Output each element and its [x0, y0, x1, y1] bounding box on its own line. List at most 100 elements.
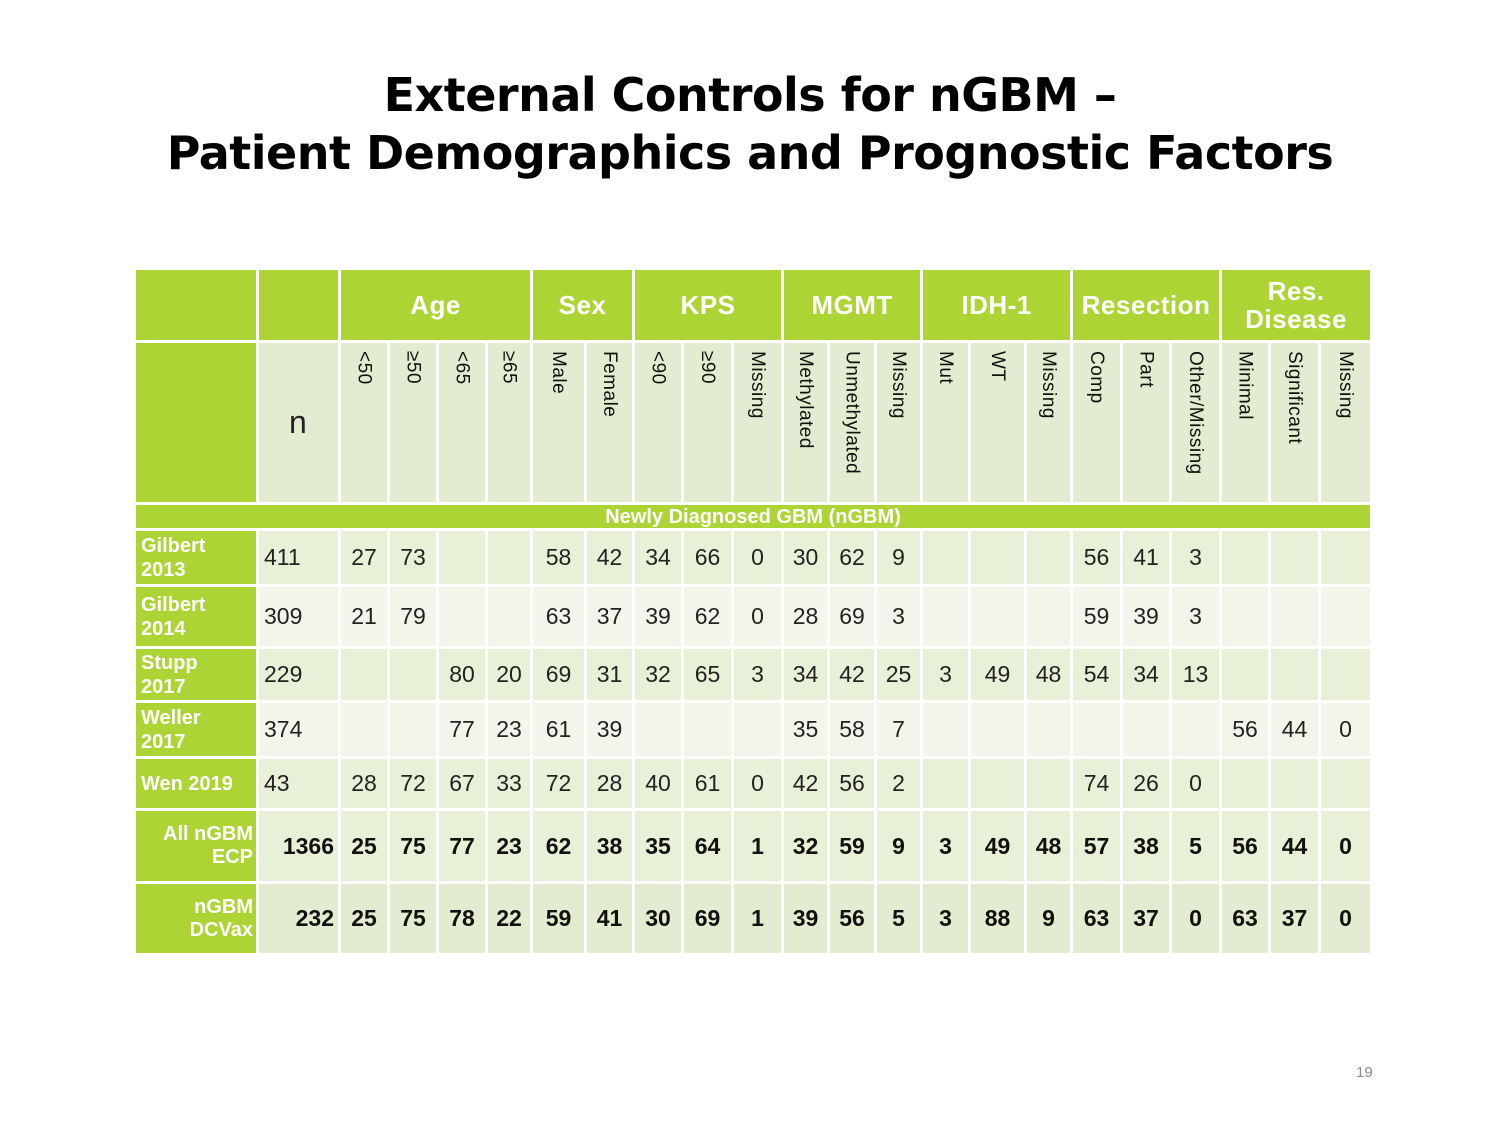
row-label: Gilbert 2013 — [133, 528, 259, 587]
summary-cell: 23 — [485, 808, 533, 884]
table-cell — [1268, 646, 1322, 703]
subheader-cell: Methylated — [781, 340, 831, 505]
table-cell: 39 — [583, 700, 636, 759]
table-cell: 66 — [681, 528, 735, 587]
subheader-cell: ≥90 — [681, 340, 735, 505]
subheader-label: Minimal — [1234, 351, 1256, 420]
subheader-cell: ≥65 — [485, 340, 533, 505]
table-cell: 34 — [632, 528, 685, 587]
summary-cell: 38 — [583, 808, 636, 884]
summary-cell: 3 — [920, 808, 972, 884]
subheader-label: Significant — [1284, 351, 1306, 445]
summary-cell: 38 — [1120, 808, 1173, 884]
table-cell — [1024, 528, 1074, 587]
table-cell — [1318, 646, 1374, 703]
subheader-label: Missing — [888, 351, 910, 419]
table-cell — [1070, 700, 1124, 759]
row-label: Weller 2017 — [133, 700, 259, 759]
table-cell: 0 — [731, 528, 785, 587]
subheader-row: n <50 ≥50 <65 ≥65 Male Female <90 ≥90 Missing Met… — [133, 340, 1374, 505]
table-cell — [1318, 584, 1374, 649]
subheader-label: <90 — [647, 351, 669, 385]
table-cell — [1268, 528, 1322, 587]
summary-cell: 9 — [874, 808, 924, 884]
table-cell: 27 — [338, 528, 390, 587]
summary-cell: 75 — [387, 808, 439, 884]
subheader-cell: Mut — [920, 340, 972, 505]
title-line-2: Patient Demographics and Prognostic Fact… — [166, 126, 1334, 180]
table-cell: 21 — [338, 584, 390, 649]
table-row: Gilbert 2014 309 21 79 63 37 39 62 0 28 69 3 59 39 3 — [133, 584, 1374, 649]
table-cell: 42 — [827, 646, 878, 703]
subheader-cell: Missing — [731, 340, 785, 505]
group-kps: KPS — [632, 267, 785, 343]
subheader-label: ≥90 — [697, 351, 719, 385]
group-idh1: IDH-1 — [920, 267, 1074, 343]
table-cell: 69 — [827, 584, 878, 649]
table-cell: 31 — [583, 646, 636, 703]
table-cell — [436, 528, 488, 587]
subheader-cell: Male — [530, 340, 587, 505]
summary-cell: 64 — [681, 808, 735, 884]
row-label-line2: 2014 — [141, 617, 186, 640]
summary-cell: 1 — [731, 808, 785, 884]
summary-cell: 1 — [731, 881, 785, 956]
n-cell: 1366 — [256, 808, 341, 884]
row-label-line2: 2017 — [141, 730, 186, 753]
table-cell: 30 — [781, 528, 831, 587]
summary-label-line1: All nGBM — [163, 823, 253, 845]
subheader-label: Part — [1135, 351, 1157, 388]
summary-row: All nGBM ECP 1366 25 75 77 23 62 38 35 64 1 32 59 9 3 49… — [133, 808, 1374, 884]
table-cell: 23 — [485, 700, 533, 759]
subheader-cell: <90 — [632, 340, 685, 505]
subheader-label: Comp — [1086, 351, 1108, 404]
table-cell: 20 — [485, 646, 533, 703]
table-cell — [1024, 584, 1074, 649]
row-label-line1: Stupp — [141, 651, 198, 674]
table-cell: 28 — [338, 756, 390, 811]
summary-cell: 5 — [1169, 808, 1223, 884]
subheader-label: Missing — [1038, 351, 1060, 419]
summary-cell: 75 — [387, 881, 439, 956]
n-cell: 309 — [256, 584, 341, 649]
table-row: Gilbert 2013 411 27 73 58 42 34 66 0 30 62 9 56 41 3 — [133, 528, 1374, 587]
row-label: Stupp 2017 — [133, 646, 259, 703]
table-cell: 48 — [1024, 646, 1074, 703]
row-label-line1: Weller — [141, 706, 201, 729]
group-header-row: Age Sex KPS MGMT IDH-1 Resection Res. Dis… — [133, 267, 1374, 343]
table-cell: 79 — [387, 584, 439, 649]
table-cell — [338, 700, 390, 759]
row-label: Wen 2019 — [133, 756, 259, 811]
corner-cell-2 — [133, 340, 259, 505]
subheader-cell: WT — [968, 340, 1028, 505]
table-cell: 25 — [874, 646, 924, 703]
n-cell: 411 — [256, 528, 341, 587]
summary-cell: 44 — [1268, 808, 1322, 884]
summary-cell: 69 — [681, 881, 735, 956]
table-cell: 62 — [827, 528, 878, 587]
subheader-cell: Minimal — [1219, 340, 1272, 505]
table-cell: 28 — [781, 584, 831, 649]
subheader-label: Methylated — [795, 351, 817, 449]
group-sex: Sex — [529, 267, 636, 343]
table-cell: 0 — [731, 756, 785, 811]
table-cell — [387, 700, 439, 759]
table-cell — [1219, 528, 1272, 587]
table-cell: 34 — [1120, 646, 1173, 703]
table-cell — [968, 700, 1028, 759]
table-cell: 63 — [530, 584, 587, 649]
summary-cell: 56 — [827, 881, 878, 956]
subheader-cell: Missing — [1024, 340, 1074, 505]
page-number: 19 — [1356, 1064, 1373, 1081]
summary-cell: 5 — [874, 881, 924, 956]
corner-cell — [133, 267, 259, 343]
subheader-cell: Part — [1120, 340, 1173, 505]
summary-cell: 37 — [1268, 881, 1322, 956]
summary-cell: 25 — [338, 808, 390, 884]
table-cell: 40 — [632, 756, 685, 811]
group-age: Age — [338, 267, 533, 343]
n-group-cell — [256, 267, 341, 343]
table-cell — [968, 756, 1028, 811]
table-cell: 56 — [1070, 528, 1124, 587]
subheader-label: Unmethylated — [841, 351, 863, 475]
